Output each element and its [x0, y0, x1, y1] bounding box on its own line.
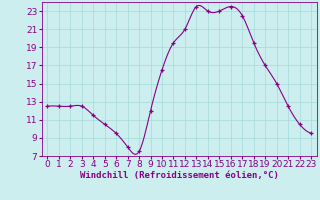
X-axis label: Windchill (Refroidissement éolien,°C): Windchill (Refroidissement éolien,°C): [80, 171, 279, 180]
